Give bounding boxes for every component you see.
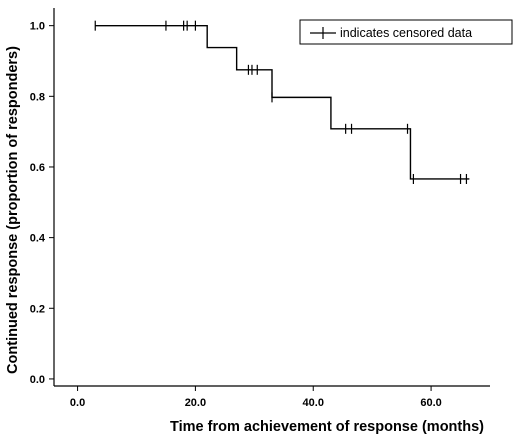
y-axis-title: Continued response (proportion of respon… — [5, 46, 21, 374]
y-tick-label: 0.8 — [30, 91, 45, 103]
survival-curve — [95, 24, 470, 180]
legend: indicates censored data — [299, 19, 513, 45]
legend-label: indicates censored data — [340, 26, 472, 40]
legend-box — [299, 19, 513, 45]
y-tick-label: 1.0 — [30, 21, 45, 33]
y-tick-label: 0.6 — [30, 162, 45, 174]
y-tick-label: 0.4 — [30, 233, 46, 245]
x-tick-label: 40.0 — [303, 397, 324, 409]
y-tick-label: 0.2 — [30, 303, 45, 315]
x-tick-label: 60.0 — [420, 397, 441, 409]
x-tick-label: 20.0 — [185, 397, 206, 409]
km-step-line — [95, 24, 470, 180]
axes: 0.0 0.2 0.4 0.6 0.8 1.0 0.0 20.0 40.0 60.0 — [30, 8, 490, 409]
x-tick-label: 0.0 — [70, 397, 85, 409]
x-axis-title: Time from achievement of response (month… — [170, 419, 484, 435]
censor-marks — [94, 20, 468, 184]
y-tick-label: 0.0 — [30, 374, 45, 386]
